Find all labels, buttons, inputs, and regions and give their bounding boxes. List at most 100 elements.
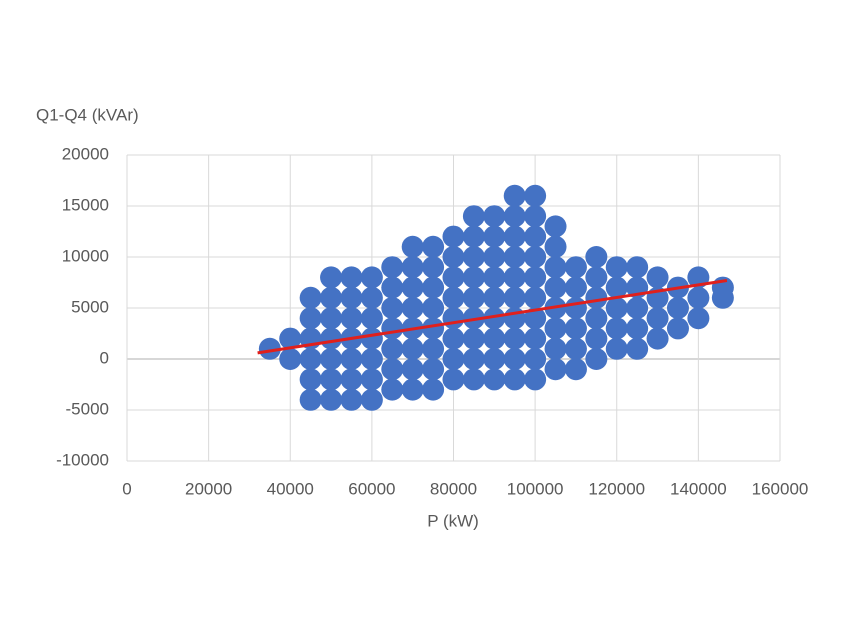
trend-line <box>257 278 728 355</box>
scatter-point <box>544 276 567 299</box>
scatter-point <box>483 286 506 309</box>
scatter-point <box>626 256 649 279</box>
scatter-point <box>524 348 547 370</box>
scatter-point <box>360 368 383 391</box>
scatter-point <box>401 378 424 401</box>
scatter-point <box>605 256 628 279</box>
scatter-point <box>503 368 526 391</box>
scatter-point <box>442 225 465 248</box>
scatter-point <box>381 297 404 319</box>
scatter-point <box>422 256 445 279</box>
scatter-point <box>544 358 567 381</box>
scatter-point <box>585 246 608 268</box>
scatter-point <box>503 307 526 330</box>
scatter-point <box>524 368 547 391</box>
x-axis-label: P (kW) <box>427 511 479 530</box>
scatter-point <box>422 235 445 258</box>
scatter-point <box>646 307 669 330</box>
scatter-point <box>360 286 383 309</box>
scatter-point <box>524 286 547 309</box>
scatter-point <box>564 297 587 319</box>
scatter-point <box>401 358 424 381</box>
scatter-point <box>687 286 710 309</box>
scatter-point <box>483 205 506 228</box>
scatter-point <box>483 307 506 330</box>
x-tick-label: 160000 <box>752 479 809 498</box>
scatter-point <box>340 266 363 289</box>
scatter-point <box>524 266 547 289</box>
scatter-point <box>381 378 404 401</box>
scatter-point <box>279 327 302 350</box>
scatter-point <box>340 368 363 391</box>
scatter-point <box>422 337 445 360</box>
scatter-point <box>524 327 547 350</box>
y-tick-label: -5000 <box>66 399 109 418</box>
x-tick-label: 40000 <box>267 479 314 498</box>
scatter-point <box>564 358 587 381</box>
scatter-point <box>462 205 485 228</box>
scatter-point <box>279 348 302 370</box>
y-tick-label: 10000 <box>62 246 109 265</box>
scatter-point <box>422 317 445 340</box>
scatter-point <box>360 348 383 370</box>
scatter-point <box>483 368 506 391</box>
x-tick-label: 60000 <box>348 479 395 498</box>
y-tick-label: 5000 <box>71 297 109 316</box>
x-tick-label: 20000 <box>185 479 232 498</box>
scatter-point <box>299 286 322 309</box>
scatter-point <box>401 276 424 299</box>
scatter-point <box>442 307 465 330</box>
scatter-point <box>320 266 343 289</box>
scatter-point <box>381 276 404 299</box>
scatter-point <box>299 368 322 391</box>
x-tick-label: 120000 <box>588 479 645 498</box>
scatter-point <box>462 286 485 309</box>
scatter-point <box>544 235 567 258</box>
scatter-point <box>360 388 383 411</box>
scatter-point <box>524 205 547 228</box>
scatter-point <box>503 205 526 228</box>
scatter-point <box>503 184 526 207</box>
y-tick-label: 0 <box>100 348 109 367</box>
scatter-point <box>381 317 404 340</box>
y-tick-label: 15000 <box>62 195 109 214</box>
y-tick-label: 20000 <box>62 144 109 163</box>
scatter-point <box>462 225 485 248</box>
scatter-point <box>442 266 465 289</box>
scatter-point <box>544 215 567 238</box>
scatter-point <box>564 256 587 279</box>
scatter-point <box>524 184 547 207</box>
scatter-point <box>483 327 506 350</box>
y-axis-label: Q1-Q4 (kVAr) <box>36 105 139 124</box>
scatter-point <box>340 348 363 370</box>
scatter-point <box>381 337 404 360</box>
scatter-point <box>585 286 608 309</box>
scatter-point <box>401 235 424 258</box>
scatter-point <box>422 297 445 319</box>
scatter-point <box>564 317 587 340</box>
scatter-point <box>320 348 343 370</box>
scatter-point <box>462 348 485 370</box>
scatter-point <box>442 348 465 370</box>
scatter-point <box>320 307 343 330</box>
scatter-point <box>666 317 689 340</box>
scatter-point <box>462 246 485 268</box>
scatter-point <box>626 337 649 360</box>
scatter-point <box>299 307 322 330</box>
scatter-point <box>422 276 445 299</box>
scatter-point <box>340 307 363 330</box>
scatter-point <box>320 327 343 350</box>
scatter-point <box>585 266 608 289</box>
scatter-point <box>381 256 404 279</box>
scatter-point <box>340 286 363 309</box>
x-tick-label: 140000 <box>670 479 727 498</box>
scatter-point <box>401 256 424 279</box>
scatter-point <box>299 348 322 370</box>
scatter-point <box>360 266 383 289</box>
scatter-point <box>503 348 526 370</box>
scatter-point <box>320 368 343 391</box>
scatter-point <box>483 348 506 370</box>
scatter-point <box>442 368 465 391</box>
